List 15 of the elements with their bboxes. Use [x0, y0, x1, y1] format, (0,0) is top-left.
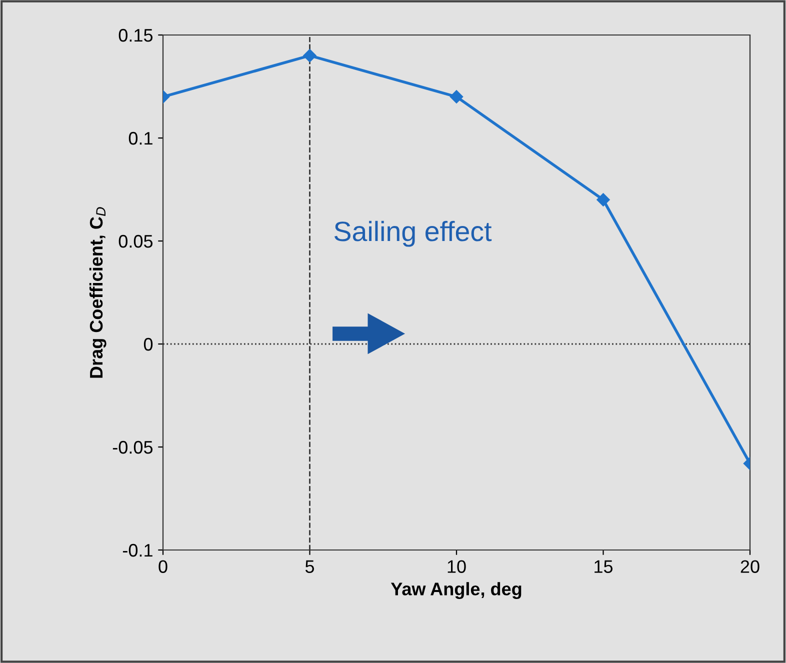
x-tick-label: 10 — [448, 560, 466, 573]
y-tick-label: -0.1 — [122, 544, 152, 557]
y-tick-label: 0.05 — [118, 234, 153, 248]
x-tick-label: 15 — [594, 560, 613, 573]
y-tick-label: -0.05 — [112, 440, 153, 454]
y-axis-title: Drag Coefficient, C$_{D}$ — [89, 207, 106, 378]
annotation: Sailing effect — [334, 220, 492, 247]
y-tick-label: 0.1 — [128, 132, 152, 145]
x-tick-label: 0 — [158, 560, 168, 573]
x-axis-title: Yaw Angle, deg — [390, 582, 522, 600]
y-tick-label: 0.15 — [118, 28, 153, 42]
x-tick-label: 5 — [305, 560, 314, 573]
x-tick-label: 20 — [740, 560, 760, 573]
point — [450, 90, 464, 104]
y-tick-label: 0 — [144, 338, 153, 351]
